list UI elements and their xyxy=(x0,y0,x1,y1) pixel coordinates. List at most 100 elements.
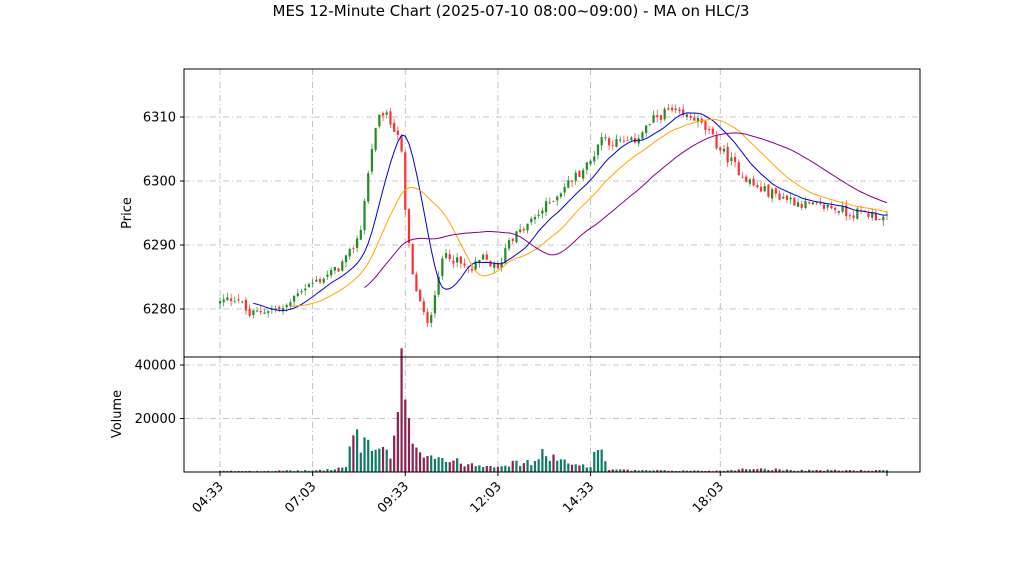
candle-body xyxy=(719,147,722,151)
candle-body xyxy=(326,274,329,277)
candle-body xyxy=(289,302,292,307)
candle-body xyxy=(356,238,359,248)
candle-body xyxy=(685,114,689,117)
volume-bar xyxy=(830,470,833,472)
volume-bar xyxy=(318,469,322,472)
candle-body xyxy=(604,137,607,139)
price-y-ticks: 6280 6290 6300 6310 xyxy=(143,111,184,318)
candle-body xyxy=(659,115,663,120)
x-tick-label: 04:33 xyxy=(190,479,227,516)
volume-bar xyxy=(396,412,399,472)
volume-bar xyxy=(733,470,737,472)
volume-bar xyxy=(422,457,425,472)
candle-body xyxy=(463,263,466,266)
volume-bar xyxy=(333,469,336,472)
candle-body xyxy=(556,196,559,201)
candle-body xyxy=(852,215,855,218)
candle-body xyxy=(589,160,592,165)
candle-body xyxy=(841,206,844,212)
candle-body xyxy=(385,112,388,115)
candle-body xyxy=(470,268,474,271)
candle-body xyxy=(689,116,692,118)
volume-bar xyxy=(785,469,789,472)
volume-bar xyxy=(837,470,840,472)
candle-body xyxy=(422,301,425,312)
volume-bar xyxy=(374,449,377,472)
candle-body xyxy=(759,186,763,192)
candle-body xyxy=(859,210,863,211)
candle-body xyxy=(496,263,500,269)
candle-body xyxy=(822,204,826,209)
volume-y-tick-label: 20000 xyxy=(135,412,176,427)
volume-bar xyxy=(859,469,863,472)
volume-y-ticks: 20000 40000 xyxy=(135,359,184,427)
candle-body xyxy=(241,301,244,303)
candle-body xyxy=(796,202,800,207)
x-tick-label: 09:33 xyxy=(375,479,412,516)
candle-body xyxy=(341,261,344,271)
candle-body xyxy=(370,148,374,172)
volume-bar xyxy=(311,470,314,472)
candle-body xyxy=(389,111,392,125)
candle-body xyxy=(708,129,711,131)
candle-body xyxy=(622,140,626,142)
volume-bar xyxy=(426,455,429,472)
candle-body xyxy=(259,310,262,313)
candle-body xyxy=(548,202,551,204)
volume-bar xyxy=(582,464,585,472)
volume-bar xyxy=(667,470,670,472)
volume-bar xyxy=(278,470,281,472)
volume-bar xyxy=(630,470,633,472)
volume-bar xyxy=(685,470,689,472)
volume-bar xyxy=(656,470,659,472)
volume-bar xyxy=(533,461,537,472)
volume-bar xyxy=(381,446,385,472)
volume-bar xyxy=(648,470,651,472)
candle-body xyxy=(693,117,696,121)
volume-panel: 20000 40000 Volume xyxy=(110,348,921,473)
candle-body xyxy=(811,202,814,205)
candle-body xyxy=(293,295,296,302)
candle-body xyxy=(630,137,633,140)
ma-mid-line xyxy=(290,118,888,307)
candle-body xyxy=(600,137,603,146)
candle-body xyxy=(733,156,737,163)
ma-fast-line xyxy=(253,112,888,312)
volume-bar xyxy=(344,467,348,472)
volume-bar xyxy=(585,467,588,472)
volume-bar xyxy=(808,469,811,472)
volume-bar xyxy=(767,470,770,472)
candle-body xyxy=(333,266,336,271)
candle-body xyxy=(645,125,648,133)
volume-bar xyxy=(867,470,870,472)
volume-bar xyxy=(255,470,259,472)
candle-body xyxy=(337,268,340,272)
price-y-tick-label: 6290 xyxy=(143,239,176,254)
volume-bar xyxy=(559,459,563,472)
candle-body xyxy=(448,254,451,260)
volume-bar xyxy=(315,470,318,472)
volume-bar xyxy=(874,470,877,472)
candle-body xyxy=(722,148,726,152)
volume-bar xyxy=(596,450,600,472)
volume-axes-frame xyxy=(183,356,921,473)
candle-body xyxy=(641,132,644,139)
candle-body xyxy=(648,124,651,125)
volume-bar xyxy=(393,435,396,472)
candle-body xyxy=(682,109,685,116)
candle-body xyxy=(652,115,655,123)
candle-body xyxy=(826,204,829,208)
volume-bar xyxy=(389,458,392,472)
volume-bar xyxy=(871,470,874,472)
volume-bar xyxy=(763,468,766,472)
volume-bar xyxy=(615,469,618,472)
candle-body xyxy=(281,307,285,311)
volume-bar xyxy=(841,470,844,472)
candle-body xyxy=(226,297,229,301)
candle-body xyxy=(771,189,774,199)
volume-bar xyxy=(463,466,466,472)
candle-body xyxy=(515,231,518,243)
volume-bar xyxy=(456,458,459,472)
volume-bar xyxy=(337,467,340,472)
volume-bar xyxy=(248,470,251,472)
